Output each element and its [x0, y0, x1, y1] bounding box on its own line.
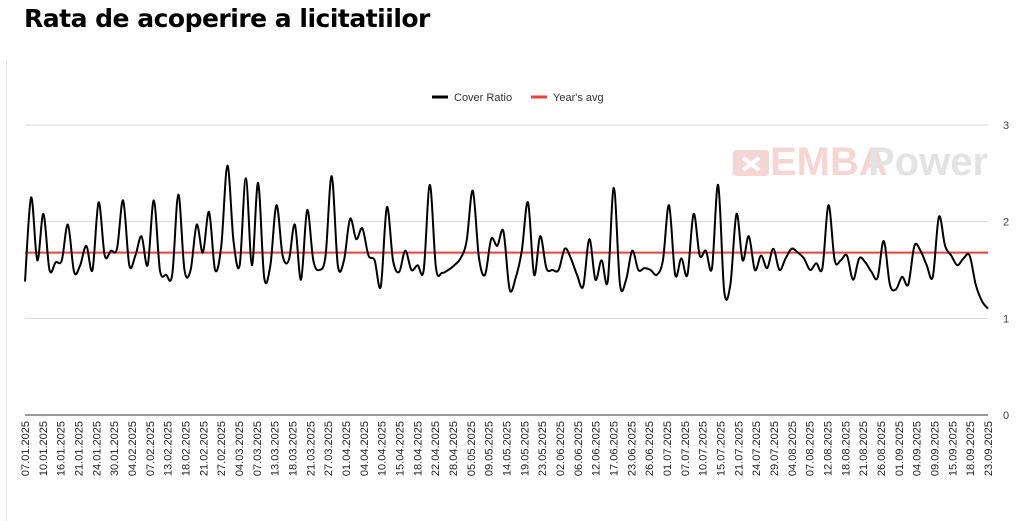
left-edge-divider	[6, 60, 7, 521]
x-tick-label: 15.09.2025	[947, 421, 959, 476]
x-axis-ticks: 07.01.2025 10.01.2025 16.01.2025 21.01.2025…	[20, 421, 995, 476]
x-tick-label: 04.02.2025	[127, 421, 139, 476]
x-tick-label: 28.04.2025	[448, 421, 460, 476]
x-tick-label: 07.08.2025	[805, 421, 817, 476]
x-tick-label: 22.04.2025	[430, 421, 442, 476]
x-tick-label: 19.05.2025	[519, 421, 531, 476]
x-tick-label: 10.04.2025	[377, 421, 389, 476]
x-tick-label: 01.04.2025	[341, 421, 353, 476]
x-tick-label: 04.09.2025	[912, 421, 924, 476]
legend-item-years-avg: Year's avg	[531, 92, 604, 104]
x-tick-label: 07.07.2025	[680, 421, 692, 476]
x-tick-label: 06.06.2025	[573, 421, 585, 476]
x-tick-label: 18.03.2025	[288, 421, 300, 476]
x-tick-label: 21.07.2025	[733, 421, 745, 476]
chart-title: Rata de acoperire a licitatiilor	[24, 4, 430, 33]
x-tick-label: 27.03.2025	[323, 421, 335, 476]
x-tick-label: 13.03.2025	[270, 421, 282, 476]
y-tick-label: 2	[1003, 217, 1009, 229]
x-tick-label: 17.06.2025	[609, 421, 621, 476]
y-axis-ticks: 0 1 2 3	[1003, 120, 1009, 422]
x-tick-label: 21.02.2025	[198, 421, 210, 476]
x-tick-label: 18.09.2025	[965, 421, 977, 476]
x-tick-label: 09.09.2025	[930, 421, 942, 476]
x-tick-label: 05.05.2025	[466, 421, 478, 476]
x-tick-label: 18.02.2025	[181, 421, 193, 476]
y-tick-label: 1	[1003, 313, 1009, 325]
watermark-logo: EMBA Power	[733, 140, 988, 184]
x-tick-label: 24.01.2025	[91, 421, 103, 476]
x-tick-label: 13.02.2025	[163, 421, 175, 476]
x-tick-label: 26.08.2025	[876, 421, 888, 476]
x-tick-label: 21.03.2025	[305, 421, 317, 476]
x-tick-label: 21.01.2025	[74, 421, 86, 476]
x-tick-label: 27.02.2025	[216, 421, 228, 476]
y-tick-label: 0	[1003, 410, 1009, 422]
x-tick-label: 04.08.2025	[787, 421, 799, 476]
x-tick-label: 09.05.2025	[484, 421, 496, 476]
x-tick-label: 15.04.2025	[395, 421, 407, 476]
legend-item-cover-ratio: Cover Ratio	[432, 92, 512, 104]
x-tick-label: 01.07.2025	[662, 421, 674, 476]
x-tick-label: 04.03.2025	[234, 421, 246, 476]
cover-ratio-line	[24, 164, 989, 310]
x-tick-label: 23.06.2025	[626, 421, 638, 476]
x-tick-label: 26.06.2025	[644, 421, 656, 476]
x-tick-label: 10.07.2025	[698, 421, 710, 476]
watermark-icon	[733, 150, 769, 176]
legend: Cover Ratio Year's avg	[432, 92, 604, 104]
x-tick-label: 29.07.2025	[769, 421, 781, 476]
x-tick-label: 30.01.2025	[109, 421, 121, 476]
x-tick-label: 23.09.2025	[983, 421, 995, 476]
watermark-text-power: Power	[868, 140, 988, 184]
x-tick-label: 15.07.2025	[716, 421, 728, 476]
x-tick-label: 07.01.2025	[20, 421, 32, 476]
x-tick-label: 12.06.2025	[591, 421, 603, 476]
x-tick-label: 10.01.2025	[38, 421, 50, 476]
watermark-text-emba: EMBA	[770, 140, 888, 184]
legend-label-years-avg: Year's avg	[553, 92, 604, 104]
grid-lines	[25, 124, 988, 319]
x-tick-label: 23.05.2025	[537, 421, 549, 476]
x-tick-label: 07.03.2025	[252, 421, 264, 476]
y-tick-label: 3	[1003, 120, 1009, 132]
x-tick-label: 24.07.2025	[751, 421, 763, 476]
x-tick-label: 02.06.2025	[555, 421, 567, 476]
x-tick-label: 21.08.2025	[858, 421, 870, 476]
x-tick-label: 16.01.2025	[56, 421, 68, 476]
x-tick-label: 04.04.2025	[359, 421, 371, 476]
x-tick-label: 01.09.2025	[894, 421, 906, 476]
legend-label-cover-ratio: Cover Ratio	[454, 92, 512, 104]
x-tick-label: 07.02.2025	[145, 421, 157, 476]
x-tick-label: 12.08.2025	[823, 421, 835, 476]
x-tick-label: 14.05.2025	[502, 421, 514, 476]
x-tick-label: 18.04.2025	[412, 421, 424, 476]
x-tick-label: 18.08.2025	[840, 421, 852, 476]
